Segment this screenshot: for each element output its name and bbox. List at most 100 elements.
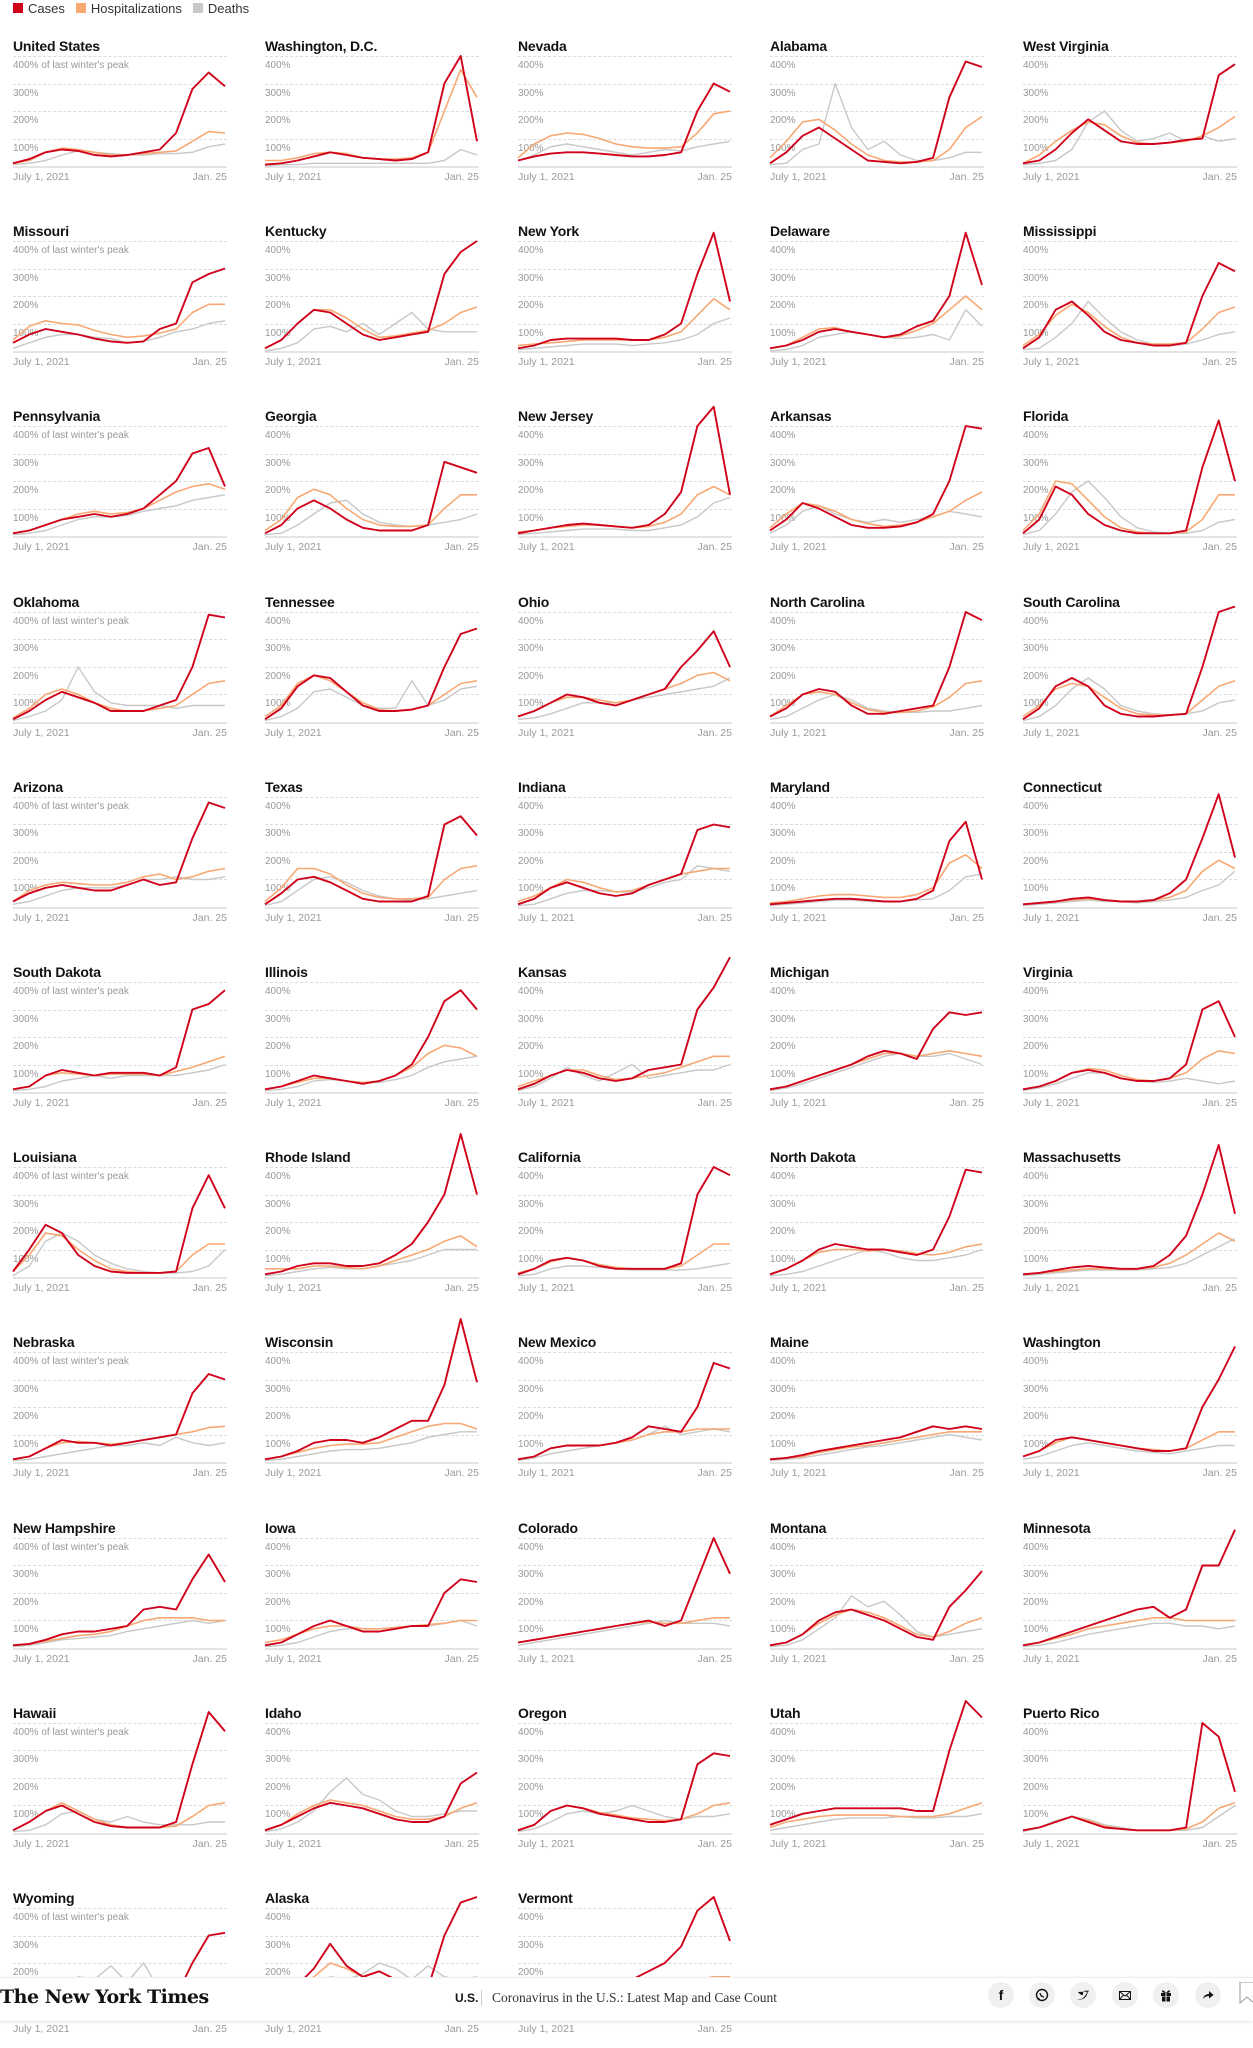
y-axis-label: 100% <box>770 1068 796 1080</box>
gridline <box>1023 1064 1237 1066</box>
section-link[interactable]: U.S. <box>455 1991 479 2005</box>
gridline <box>265 453 479 455</box>
gridline <box>518 611 732 613</box>
panel-title: Massachusetts <box>1023 1149 1121 1166</box>
y-axis-label: 400% <box>1023 800 1049 812</box>
deaths-line <box>264 311 477 352</box>
x-axis-baseline <box>770 1647 984 1650</box>
x-axis-start-label: July 1, 2021 <box>13 1282 70 1295</box>
y-axis-label: 400% <box>265 800 291 812</box>
hospitalizations-line <box>12 130 226 165</box>
x-axis-baseline <box>518 1462 732 1465</box>
x-axis-baseline <box>13 906 227 909</box>
gift-article-button[interactable] <box>1153 1982 1179 2008</box>
share-more-button[interactable] <box>1195 1982 1221 2008</box>
email-icon <box>1119 1990 1131 2000</box>
line-plot <box>264 1318 478 1462</box>
y-axis-label: 400% <box>770 615 796 627</box>
panel-title: New Jersey <box>518 408 594 425</box>
cases-line <box>264 1771 478 1831</box>
chart-panel: California 400% 300% 200% 100% July 1, 2021 Ja… <box>517 1149 732 1299</box>
chart-panel: South Carolina 400% 300% 200% 100% July 1, 20… <box>1022 594 1237 744</box>
x-axis-baseline <box>770 1832 984 1835</box>
y-axis-label: 400% <box>1023 986 1049 997</box>
gridline <box>518 56 732 57</box>
panel-title: North Dakota <box>770 1149 856 1166</box>
x-axis-start-label: July 1, 2021 <box>518 1467 575 1480</box>
gridline <box>265 1750 479 1752</box>
bookmark-icon[interactable] <box>1239 1982 1253 2004</box>
deaths-line <box>1022 480 1236 536</box>
y-axis-label: 300% <box>518 1013 544 1025</box>
chart-legend: Cases Hospitalizations Deaths <box>13 0 260 16</box>
y-axis-label: 200% <box>770 115 796 126</box>
gridline <box>265 1935 479 1937</box>
y-axis-label: 200% <box>265 115 291 126</box>
gridline <box>13 481 227 483</box>
x-axis-baseline <box>265 1462 479 1465</box>
y-axis-label: 300% <box>518 1198 544 1210</box>
x-axis-start-label: July 1, 2021 <box>518 356 575 369</box>
chart-panel: Virginia 400% 300% 200% 100% July 1, 2021 Jan.… <box>1022 964 1237 1114</box>
x-axis-start-label: July 1, 2021 <box>1023 1467 1080 1480</box>
nyt-logo[interactable]: The New York Times <box>0 1986 209 2008</box>
facebook-share-button[interactable]: f <box>988 1982 1014 2008</box>
gridline <box>265 1249 479 1251</box>
line-plot <box>769 231 983 352</box>
cases-line <box>517 231 731 350</box>
y-axis-label: 400% <box>518 430 544 442</box>
hospitalizations-line <box>264 306 478 350</box>
deaths-line <box>769 309 983 352</box>
email-share-button[interactable] <box>1112 1982 1138 2008</box>
chart-panel: Utah 400% 300% 200% 100% July 1, 2021 Jan. 25 <box>769 1699 984 1855</box>
cases-line <box>12 613 226 720</box>
y-axis-label: 200% <box>518 300 544 312</box>
y-axis-label: 400% <box>265 1541 291 1553</box>
gridline <box>13 268 227 270</box>
cases-line <box>1022 262 1236 350</box>
y-axis-label: 300% <box>770 1383 796 1395</box>
y-axis-label: 400% <box>1023 1171 1049 1183</box>
article-headline[interactable]: Coronavirus in the U.S.: Latest Map and … <box>492 1990 777 2005</box>
cases-line <box>769 820 983 906</box>
chart-panel: Arkansas 400% 300% 200% 100% July 1, 2021 Jan.… <box>769 408 984 558</box>
y-axis-label: 400% <box>770 986 796 997</box>
hospitalizations-line <box>1022 679 1236 717</box>
y-axis-label: 400% <box>265 430 291 442</box>
x-axis-start-label: July 1, 2021 <box>13 1467 70 1480</box>
chart-panel: Wisconsin 400% 300% 200% 100% July 1, 2021 Jan… <box>264 1318 479 1484</box>
y-axis-label: 100% <box>265 1809 291 1821</box>
x-axis-start-label: July 1, 2021 <box>518 1282 575 1295</box>
chart-panel: Kansas 400% 300% 200% 100% July 1, 2021 Jan. 2… <box>517 956 732 1114</box>
whatsapp-share-button[interactable] <box>1029 1982 1055 2008</box>
y-axis-label: 300% <box>265 1754 291 1766</box>
line-plot <box>517 406 731 536</box>
cases-line <box>517 82 731 162</box>
gridline <box>1023 426 1237 428</box>
gridline <box>265 1222 479 1224</box>
y-axis-label: 200% <box>13 1411 39 1423</box>
gridline <box>518 982 732 983</box>
line-plot <box>12 1174 226 1277</box>
x-axis-baseline <box>518 536 732 539</box>
x-axis-baseline <box>1023 1647 1237 1650</box>
twitter-share-button[interactable] <box>1070 1982 1096 2008</box>
gridline <box>265 796 479 798</box>
y-axis-label: 100% <box>265 1068 291 1080</box>
x-axis-start-label: July 1, 2021 <box>770 1097 827 1109</box>
gridline <box>1023 83 1237 85</box>
y-axis-label: 300% <box>13 1754 39 1766</box>
y-axis-label: 300% <box>265 457 291 469</box>
gridline <box>518 111 732 112</box>
chart-panel: Montana 400% 300% 200% 100% July 1, 2021 Jan. … <box>769 1520 984 1670</box>
y-axis-label: 200% <box>1023 1041 1049 1052</box>
y-axis-label: 200% <box>265 300 291 312</box>
gridline <box>518 268 732 270</box>
gridline <box>770 1805 984 1807</box>
deaths-line <box>769 1248 983 1277</box>
y-axis-label: 100% <box>13 1624 39 1636</box>
y-axis-label: 300% <box>265 272 291 284</box>
y-axis-label: 400% of last winter's peak <box>13 1541 129 1553</box>
chart-panel: New York 400% 300% 200% 100% July 1, 2021 Jan.… <box>517 223 732 373</box>
x-axis-baseline <box>13 351 227 354</box>
